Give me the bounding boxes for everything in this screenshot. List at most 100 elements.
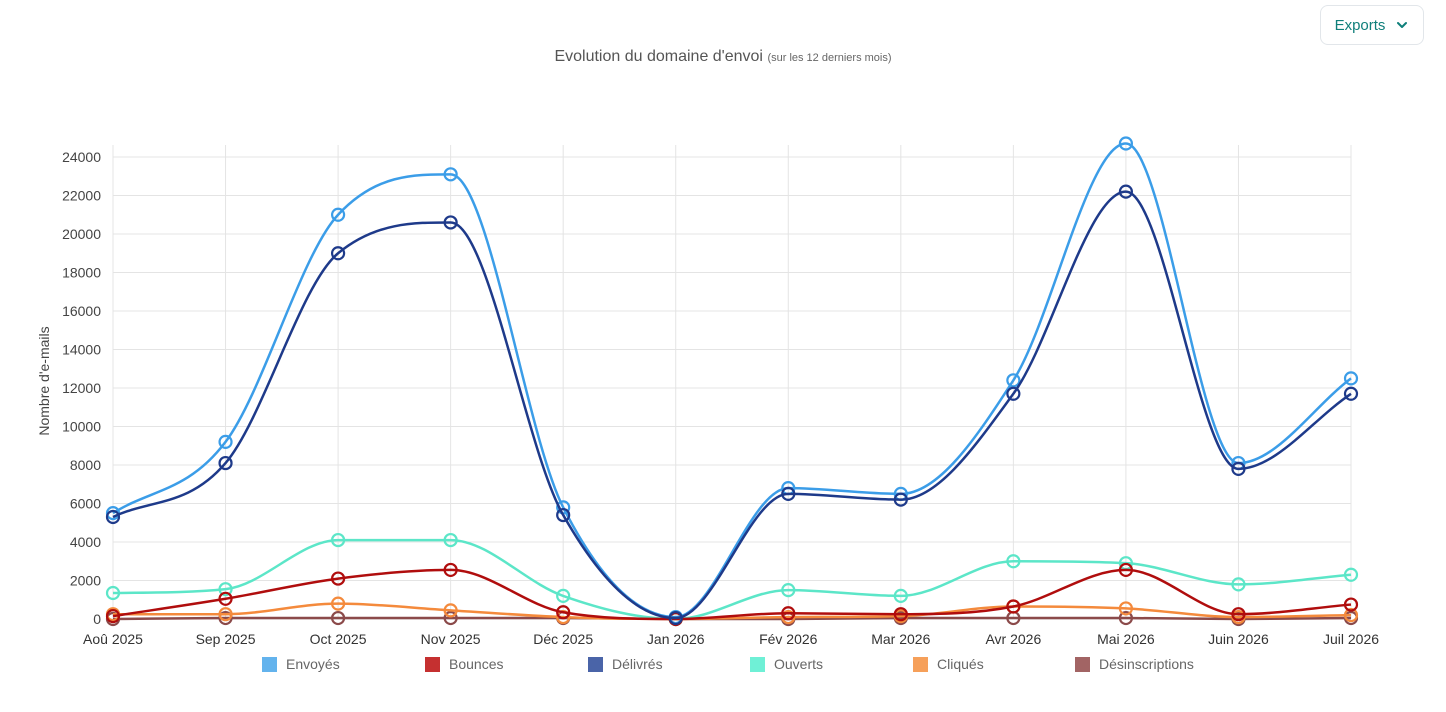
data-point[interactable] (218, 434, 233, 449)
data-point[interactable] (556, 507, 571, 523)
data-point[interactable] (1343, 597, 1359, 612)
x-tick-label: Oct 2025 (310, 631, 367, 647)
chart-series (105, 136, 1359, 627)
y-tick-label: 6000 (70, 496, 101, 512)
data-point[interactable] (1231, 461, 1246, 476)
data-point[interactable] (218, 582, 233, 597)
data-point[interactable] (330, 207, 346, 222)
legend-item[interactable]: Délivrés (588, 656, 663, 672)
y-axis-ticks: 0 2000 4000 6000 8000 10000 12000 14000 16000 180… (62, 149, 101, 627)
data-point[interactable] (1118, 562, 1134, 578)
legend-label: Bounces (449, 656, 504, 672)
data-point[interactable] (218, 607, 233, 622)
data-point[interactable] (443, 532, 458, 548)
data-point[interactable] (1118, 610, 1134, 626)
data-point[interactable] (443, 562, 458, 578)
legend-item[interactable]: Envoyés (262, 656, 340, 672)
data-point[interactable] (556, 605, 571, 620)
y-tick-label: 22000 (62, 188, 101, 204)
data-point[interactable] (1343, 386, 1359, 401)
y-tick-label: 8000 (70, 457, 101, 473)
legend-item[interactable]: Ouverts (750, 656, 823, 672)
legend-item[interactable]: Cliqués (913, 656, 984, 672)
legend-item[interactable]: Désinscriptions (1075, 656, 1194, 672)
data-point[interactable] (1118, 136, 1134, 151)
data-point[interactable] (218, 455, 233, 471)
data-point[interactable] (330, 596, 346, 611)
data-point[interactable] (105, 609, 121, 624)
data-point[interactable] (1006, 373, 1021, 388)
legend-label: Cliqués (937, 656, 984, 672)
legend-swatch (913, 656, 928, 672)
data-point[interactable] (1006, 599, 1021, 614)
y-tick-label: 4000 (70, 534, 101, 550)
data-point[interactable] (1231, 607, 1246, 622)
legend-item[interactable]: Bounces (425, 656, 503, 672)
data-point[interactable] (443, 215, 458, 230)
x-tick-label: Fév 2026 (759, 631, 818, 647)
data-point[interactable] (893, 607, 908, 622)
data-point[interactable] (330, 610, 346, 626)
legend-swatch (262, 656, 277, 672)
data-point[interactable] (1343, 567, 1359, 582)
data-point[interactable] (1118, 601, 1134, 616)
legend-label: Désinscriptions (1099, 656, 1194, 672)
y-tick-label: 14000 (62, 342, 101, 358)
legend-swatch (750, 656, 765, 672)
data-point[interactable] (105, 509, 121, 525)
data-point[interactable] (1006, 386, 1021, 401)
y-tick-label: 16000 (62, 303, 101, 319)
exports-button[interactable]: Exports (1320, 5, 1424, 45)
y-tick-label: 24000 (62, 149, 101, 165)
chart-title-text: Evolution du domaine d'envoi (554, 48, 763, 65)
series-envoyés[interactable] (105, 136, 1359, 625)
legend-swatch (425, 656, 440, 672)
series-ouverts[interactable] (105, 532, 1359, 627)
series-line[interactable] (112, 142, 1352, 619)
x-tick-label: Mar 2026 (871, 631, 930, 647)
data-point[interactable] (556, 588, 571, 604)
data-point[interactable] (105, 585, 121, 601)
data-point[interactable] (781, 609, 796, 625)
data-point[interactable] (330, 246, 346, 261)
data-point[interactable] (1118, 184, 1134, 199)
legend-label: Envoyés (286, 656, 340, 672)
data-point[interactable] (330, 571, 346, 586)
x-axis-ticks: Aoû 2025 Sep 2025 Oct 2025 Nov 2025 Déc 2025… (83, 631, 1379, 647)
x-tick-label: Mai 2026 (1097, 631, 1155, 647)
data-point[interactable] (1006, 554, 1021, 569)
data-point[interactable] (330, 532, 346, 548)
data-point[interactable] (1343, 371, 1359, 386)
legend-label: Ouverts (774, 656, 824, 672)
data-point[interactable] (1231, 577, 1246, 592)
data-point[interactable] (218, 610, 233, 626)
data-point[interactable] (1343, 608, 1359, 623)
x-tick-label: Juil 2026 (1323, 631, 1379, 647)
exports-label: Exports (1334, 16, 1386, 34)
y-tick-label: 2000 (70, 573, 101, 589)
chart-grid (112, 145, 1352, 620)
x-tick-label: Avr 2026 (985, 631, 1041, 647)
data-point[interactable] (668, 610, 683, 626)
series-cliqués[interactable] (105, 596, 1359, 627)
x-tick-label: Nov 2025 (421, 631, 481, 647)
data-point[interactable] (443, 603, 458, 618)
chevron-down-icon (1395, 18, 1409, 32)
data-point[interactable] (443, 167, 458, 182)
x-tick-label: Déc 2025 (533, 631, 593, 647)
series-délivrés[interactable] (105, 184, 1359, 626)
series-line[interactable] (113, 602, 1352, 621)
x-tick-label: Juin 2026 (1208, 631, 1269, 647)
data-point[interactable] (443, 610, 458, 626)
series-bounces[interactable] (105, 562, 1359, 627)
data-point[interactable] (893, 588, 908, 604)
data-point[interactable] (781, 606, 796, 621)
y-tick-label: 0 (93, 611, 101, 627)
data-point[interactable] (781, 486, 796, 501)
data-point[interactable] (893, 492, 908, 507)
chart-subtitle: (sur les 12 derniers mois) (767, 52, 892, 64)
data-point[interactable] (218, 591, 233, 606)
legend-swatch (588, 656, 603, 672)
data-point[interactable] (781, 583, 796, 598)
